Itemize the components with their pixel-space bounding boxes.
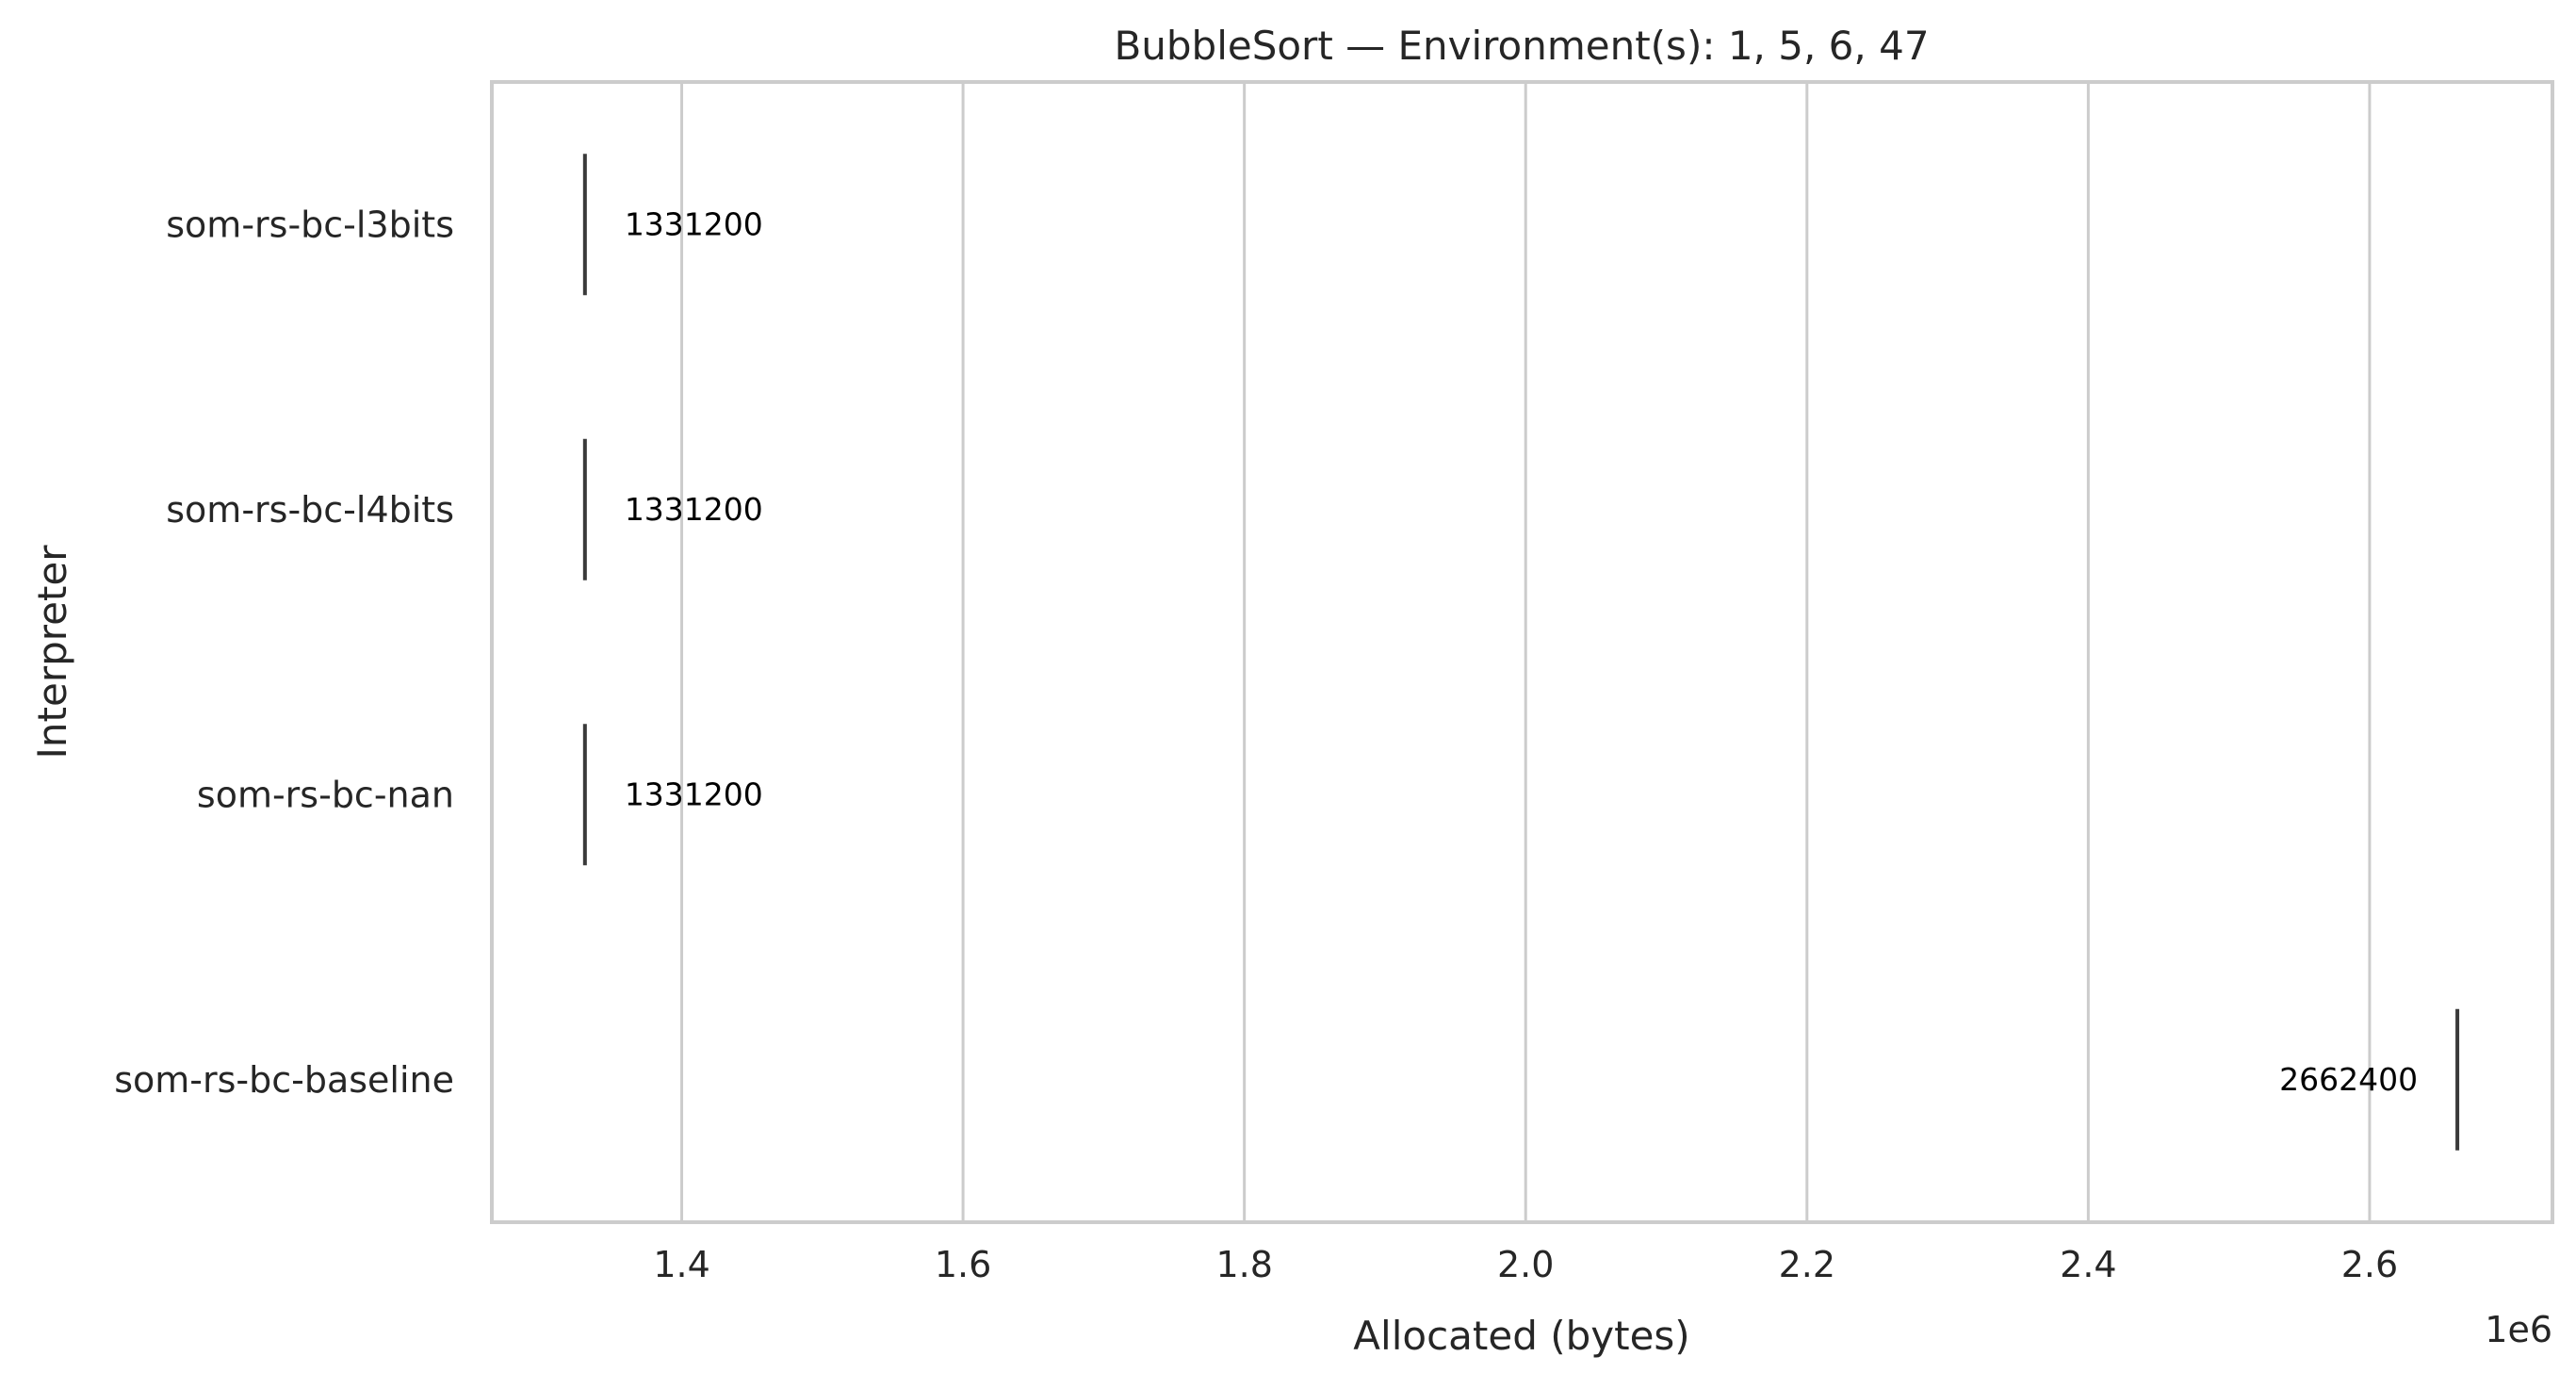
x-tick-labels: 1.4 1.6 1.8 2.0 2.2 2.4 2.6 [653,1244,2398,1285]
x-tick-label: 2.0 [1497,1244,1554,1285]
x-tick-label: 1.6 [935,1244,991,1285]
value-label: 2662400 [2279,1061,2418,1098]
x-tick-label: 2.4 [2060,1244,2116,1285]
labels-layer: 1331200 1331200 1331200 2662400 [625,205,2418,1098]
x-axis-label: Allocated (bytes) [1353,1313,1689,1359]
y-tick-labels: som-rs-bc-l3bits som-rs-bc-l4bits som-rs-b… [114,204,454,1101]
value-label: 1331200 [625,491,763,528]
grid-layer [680,82,2372,1222]
y-axis-label: Interpreter [29,545,75,760]
y-tick-label: som-rs-bc-baseline [114,1059,454,1101]
chart-title: BubbleSort — Environment(s): 1, 5, 6, 47 [1114,23,1929,69]
x-tick-label: 2.2 [1779,1244,1835,1285]
marks-layer [582,154,2460,1151]
plot-frame [490,80,2554,1224]
x-tick-label: 2.6 [2341,1244,2398,1285]
y-tick-label: som-rs-bc-l3bits [166,204,454,245]
x-tick-label: 1.8 [1215,1244,1272,1285]
y-tick-label: som-rs-bc-l4bits [166,489,454,531]
value-label: 1331200 [625,776,763,812]
x-tick-label: 1.4 [653,1244,709,1285]
x-axis-offset-label: 1e6 [2485,1309,2552,1350]
y-tick-label: som-rs-bc-nan [197,774,454,815]
value-label: 1331200 [625,205,763,242]
